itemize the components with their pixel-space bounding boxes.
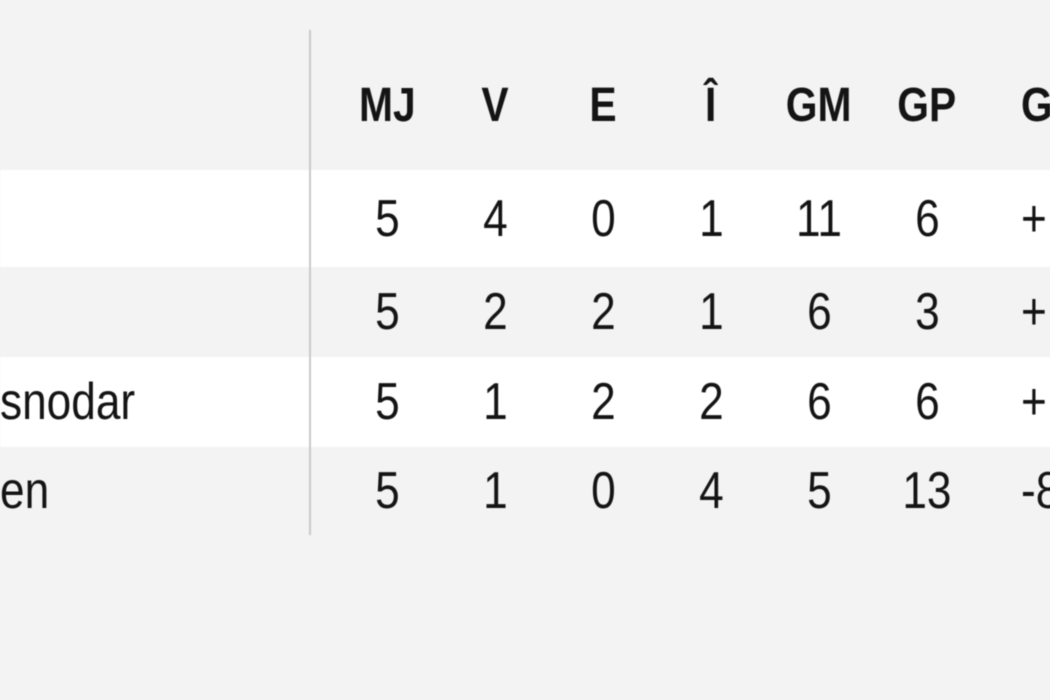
header-stats: MJ V E Î GM GP G xyxy=(311,78,1050,133)
cell-gm-value: 6 xyxy=(806,373,832,431)
cell-gm: 11 xyxy=(765,189,873,249)
cell-gd-value: + xyxy=(1021,373,1047,431)
cell-i-value: 4 xyxy=(698,462,724,520)
cell-gd: + xyxy=(981,189,1050,249)
cell-gd: + xyxy=(981,372,1050,432)
cell-gm: 6 xyxy=(765,282,873,342)
column-header-e-label: E xyxy=(589,78,617,132)
cell-mj: 5 xyxy=(333,372,441,432)
row-stats: 5 1 0 4 5 13 -8 xyxy=(311,461,1050,521)
cell-gd-value: -8 xyxy=(1021,462,1050,520)
column-header-mj: MJ xyxy=(333,78,441,133)
row-stats: 5 2 2 1 6 3 + xyxy=(311,282,1050,342)
column-header-gp: GP xyxy=(873,78,981,133)
cell-v-value: 2 xyxy=(482,283,508,341)
table-header-row: MJ V E Î GM GP G xyxy=(0,30,1050,170)
team-name: snodar xyxy=(0,373,136,431)
row-stats: 5 4 0 1 11 6 + xyxy=(311,189,1050,249)
cell-i: 4 xyxy=(657,461,765,521)
cell-mj-value: 5 xyxy=(374,373,400,431)
column-header-i: Î xyxy=(657,78,765,133)
cell-i-value: 2 xyxy=(698,373,724,431)
cell-e: 2 xyxy=(549,282,657,342)
column-header-gd-label: G xyxy=(1021,78,1050,132)
cell-mj: 5 xyxy=(333,461,441,521)
table-row: 5 2 2 1 6 3 + xyxy=(0,267,1050,357)
cell-gd: -8 xyxy=(981,461,1050,521)
cell-gp-value: 6 xyxy=(914,373,940,431)
table-row: snodar 5 1 2 2 6 6 + xyxy=(0,357,1050,447)
column-header-e: E xyxy=(549,78,657,133)
cell-gp: 6 xyxy=(873,372,981,432)
column-header-gd: G xyxy=(981,78,1050,133)
cell-gm: 6 xyxy=(765,372,873,432)
cell-v-value: 1 xyxy=(482,462,508,520)
cell-gd-value: + xyxy=(1021,283,1047,341)
cell-gp: 6 xyxy=(873,189,981,249)
cell-gp-value: 6 xyxy=(914,189,940,248)
column-header-gm: GM xyxy=(765,78,873,133)
column-header-gp-label: GP xyxy=(897,78,957,132)
cell-i: 1 xyxy=(657,189,765,249)
cell-e-value: 2 xyxy=(590,373,616,431)
column-header-v: V xyxy=(441,78,549,133)
team-name-cell xyxy=(0,282,311,342)
cell-gd: + xyxy=(981,282,1050,342)
cell-e: 0 xyxy=(549,189,657,249)
row-stats: 5 1 2 2 6 6 + xyxy=(311,372,1050,432)
cell-gp-value: 13 xyxy=(902,462,952,520)
cell-gp-value: 3 xyxy=(914,283,940,341)
cell-e-value: 0 xyxy=(590,462,616,520)
cell-gm-value: 6 xyxy=(806,283,832,341)
column-header-mj-label: MJ xyxy=(358,78,416,132)
cell-e: 2 xyxy=(549,372,657,432)
cell-v: 1 xyxy=(441,461,549,521)
cell-gp: 13 xyxy=(873,461,981,521)
cell-gm-value: 11 xyxy=(796,189,842,248)
cell-gm: 5 xyxy=(765,461,873,521)
column-header-team xyxy=(0,78,311,133)
standings-table: MJ V E Î GM GP G 5 4 0 1 11 6 + 5 2 2 1 … xyxy=(0,30,1050,535)
cell-v-value: 1 xyxy=(482,373,508,431)
column-header-i-label: Î xyxy=(705,78,717,132)
cell-i-value: 1 xyxy=(698,189,724,248)
table-row: 5 4 0 1 11 6 + xyxy=(0,170,1050,267)
team-name-cell xyxy=(0,189,311,249)
cell-mj-value: 5 xyxy=(374,189,400,248)
cell-gm-value: 5 xyxy=(806,462,832,520)
cell-v-value: 4 xyxy=(482,189,508,248)
column-header-gm-label: GM xyxy=(786,78,852,132)
cell-e-value: 2 xyxy=(590,283,616,341)
cell-v: 4 xyxy=(441,189,549,249)
cell-mj: 5 xyxy=(333,189,441,249)
cell-e-value: 0 xyxy=(590,189,616,248)
cell-v: 1 xyxy=(441,372,549,432)
cell-mj: 5 xyxy=(333,282,441,342)
column-header-v-label: V xyxy=(481,78,509,132)
cell-gd-value: + xyxy=(1021,189,1047,248)
cell-mj-value: 5 xyxy=(374,283,400,341)
team-name-cell: en xyxy=(0,461,311,521)
cell-i: 1 xyxy=(657,282,765,342)
cell-e: 0 xyxy=(549,461,657,521)
cell-i-value: 1 xyxy=(698,283,724,341)
cell-mj-value: 5 xyxy=(374,462,400,520)
team-name: en xyxy=(0,462,50,520)
team-name-cell: snodar xyxy=(0,372,311,432)
cell-i: 2 xyxy=(657,372,765,432)
cell-v: 2 xyxy=(441,282,549,342)
cell-gp: 3 xyxy=(873,282,981,342)
table-row: en 5 1 0 4 5 13 -8 xyxy=(0,447,1050,535)
column-divider xyxy=(309,30,311,535)
